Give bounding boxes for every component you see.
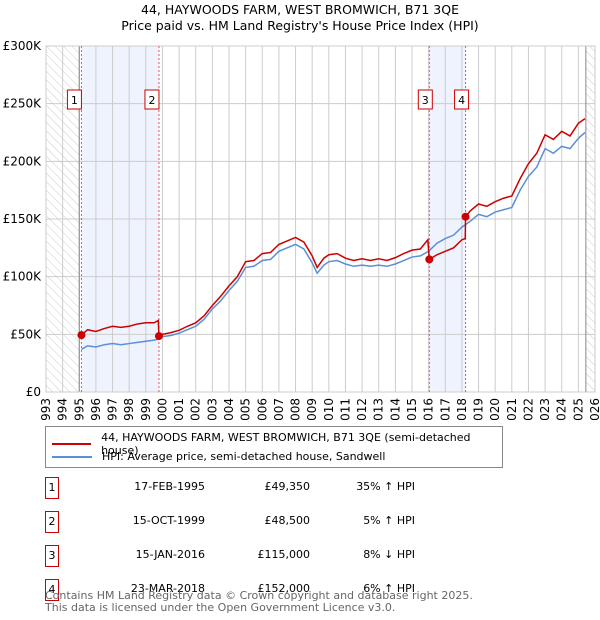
x-tick-label: 2001 bbox=[172, 398, 186, 420]
x-tick-label: 2026 bbox=[588, 398, 600, 420]
x-tick-label: 2005 bbox=[239, 398, 253, 420]
legend-property: 44, HAYWOODS FARM, WEST BROMWICH, B71 3Q… bbox=[101, 431, 471, 457]
x-tick-label: 2010 bbox=[322, 398, 336, 420]
sale-label: 3 bbox=[422, 94, 429, 107]
transaction-date: 23-MAR-2018 bbox=[130, 582, 205, 595]
transaction-price: £48,500 bbox=[264, 514, 311, 527]
x-tick-label: 2014 bbox=[388, 398, 402, 420]
transaction-hpi-diff: 35% ↑ HPI bbox=[356, 480, 415, 493]
footer-line-2: This data is licensed under the Open Gov… bbox=[45, 601, 396, 614]
transaction-marker: 4 bbox=[45, 579, 59, 601]
x-tick-label: 2012 bbox=[355, 398, 369, 420]
x-tick-label: 2021 bbox=[505, 398, 519, 420]
x-tick-label: 1997 bbox=[106, 398, 120, 420]
x-tick-label: 1994 bbox=[56, 398, 70, 420]
legend-red-line bbox=[52, 443, 92, 445]
y-tick-label: £250K bbox=[3, 97, 43, 111]
legend-hpi: HPI: Average price, semi-detached house,… bbox=[102, 450, 386, 463]
x-tick-label: 2016 bbox=[422, 398, 436, 420]
transaction-date: 17-FEB-1995 bbox=[134, 480, 205, 493]
transaction-marker: 3 bbox=[45, 545, 59, 567]
transaction-marker: 1 bbox=[45, 477, 59, 499]
x-tick-label: 2009 bbox=[305, 398, 319, 420]
chart-title: 44, HAYWOODS FARM, WEST BROMWICH, B71 3Q… bbox=[141, 2, 459, 17]
x-tick-label: 2018 bbox=[455, 398, 469, 420]
x-tick-label: 1993 bbox=[39, 398, 53, 420]
legend-blue-line bbox=[52, 455, 92, 458]
transaction-marker: 2 bbox=[45, 511, 59, 533]
transaction-price: £49,350 bbox=[264, 480, 311, 493]
sale-label-box bbox=[144, 89, 160, 110]
x-tick-label: 2020 bbox=[488, 398, 502, 420]
x-tick-label: 2023 bbox=[538, 398, 552, 420]
x-tick-label: 2004 bbox=[222, 398, 236, 420]
x-tick-label: 1995 bbox=[72, 398, 86, 420]
x-tick-label: 2025 bbox=[571, 398, 585, 420]
sale-point bbox=[77, 331, 86, 340]
x-tick-label: 2017 bbox=[438, 398, 452, 420]
y-tick-label: £50K bbox=[10, 327, 42, 341]
sale-label: 1 bbox=[71, 94, 78, 107]
x-tick-label: 2019 bbox=[472, 398, 486, 420]
x-tick-label: 2007 bbox=[272, 398, 286, 420]
x-tick-label: 2008 bbox=[289, 398, 303, 420]
price-chart: 1993 1994 1995 1996 1997 1998 1999 2000 2001 2002… bbox=[3, 39, 600, 420]
transaction-hpi-diff: 6% ↑ HPI bbox=[363, 582, 415, 595]
x-tick-label: 2006 bbox=[255, 398, 269, 420]
sale-label-box bbox=[417, 89, 433, 110]
transaction-hpi-diff: 5% ↑ HPI bbox=[363, 514, 415, 527]
x-tick-label: 1998 bbox=[122, 398, 136, 420]
x-tick-label: 2022 bbox=[521, 398, 535, 420]
footer: Contains HM Land Registry data © Crown c… bbox=[45, 590, 473, 614]
sale-point bbox=[461, 212, 470, 221]
chart-subtitle: Price paid vs. HM Land Registry's House … bbox=[121, 18, 479, 33]
plot-frame bbox=[45, 45, 596, 393]
transaction-hpi-diff: 8% ↓ HPI bbox=[363, 548, 415, 561]
sale-label: 4 bbox=[458, 94, 465, 107]
transaction-date: 15-OCT-1999 bbox=[132, 514, 205, 527]
y-tick-label: £0 bbox=[26, 385, 41, 399]
transaction-row: 2 15-OCT-1999 £48,500 5% ↑ HPI bbox=[45, 511, 545, 533]
transaction-price: £115,000 bbox=[257, 548, 311, 561]
y-tick-label: £200K bbox=[3, 154, 43, 168]
sale-label: 2 bbox=[148, 94, 155, 107]
x-tick-label: 2013 bbox=[372, 398, 386, 420]
x-tick-label: 2003 bbox=[205, 398, 219, 420]
x-tick-label: 2002 bbox=[189, 398, 203, 420]
sale-point bbox=[425, 255, 434, 264]
sale-label-box bbox=[454, 89, 470, 110]
x-tick-label: 1996 bbox=[89, 398, 103, 420]
x-tick-label: 2000 bbox=[155, 398, 169, 420]
y-tick-label: £100K bbox=[3, 270, 43, 284]
footer-line-1: Contains HM Land Registry data © Crown c… bbox=[45, 589, 473, 602]
x-tick-label: 2011 bbox=[338, 398, 352, 420]
transaction-row: 3 15-JAN-2016 £115,000 8% ↓ HPI bbox=[45, 545, 545, 567]
transaction-row: 1 17-FEB-1995 £49,350 35% ↑ HPI bbox=[45, 477, 545, 499]
transaction-date: 15-JAN-2016 bbox=[135, 548, 205, 561]
chart-legend: 44, HAYWOODS FARM, WEST BROMWICH, B71 3Q… bbox=[45, 426, 503, 468]
x-tick-label: 1999 bbox=[139, 398, 153, 420]
sale-point bbox=[154, 332, 163, 341]
x-tick-label: 2015 bbox=[405, 398, 419, 420]
transaction-price: £152,000 bbox=[257, 582, 311, 595]
x-tick-label: 2024 bbox=[555, 398, 569, 420]
sale-label-box bbox=[66, 89, 82, 110]
y-tick-label: £150K bbox=[3, 212, 43, 226]
transaction-row: 4 23-MAR-2018 £152,000 6% ↑ HPI bbox=[45, 579, 545, 601]
y-tick-label: £300K bbox=[3, 39, 43, 53]
